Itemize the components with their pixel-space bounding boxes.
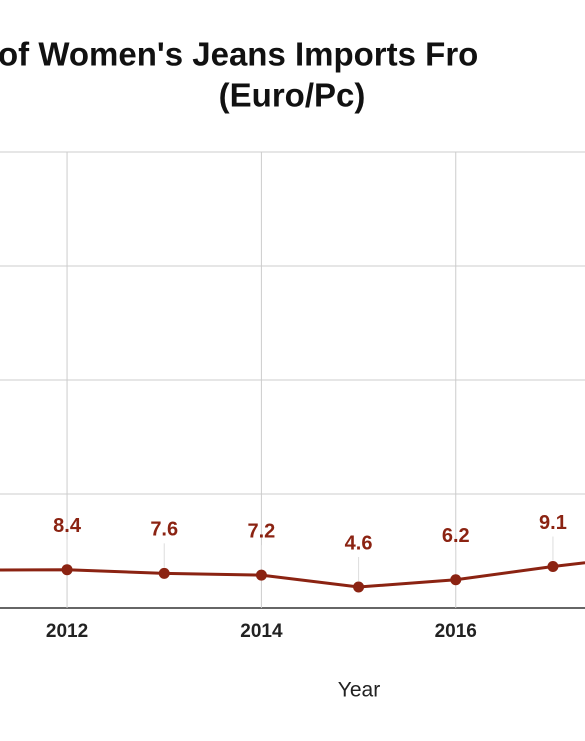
x-tick-label: 2016: [435, 621, 477, 642]
point: [353, 581, 365, 593]
value-label: 4.6: [345, 532, 373, 554]
x-tick-label: 2012: [46, 621, 88, 642]
x-tick-label: 2014: [240, 621, 283, 642]
line: [0, 561, 585, 589]
chart-subtitle: (Euro/Pc): [219, 77, 366, 114]
x-axis-title: Year: [338, 679, 380, 702]
point: [255, 569, 267, 581]
point: [158, 567, 170, 579]
value-label: 6.2: [442, 525, 470, 547]
chart-title: of Women's Jeans Imports Fro: [0, 36, 478, 73]
value-label: 7.2: [247, 520, 275, 542]
point: [450, 574, 462, 586]
value-label: 8.4: [53, 515, 82, 537]
value-label: 9.1: [539, 512, 567, 534]
point: [547, 561, 559, 573]
value-label: 7.6: [150, 519, 178, 541]
point: [61, 564, 73, 576]
